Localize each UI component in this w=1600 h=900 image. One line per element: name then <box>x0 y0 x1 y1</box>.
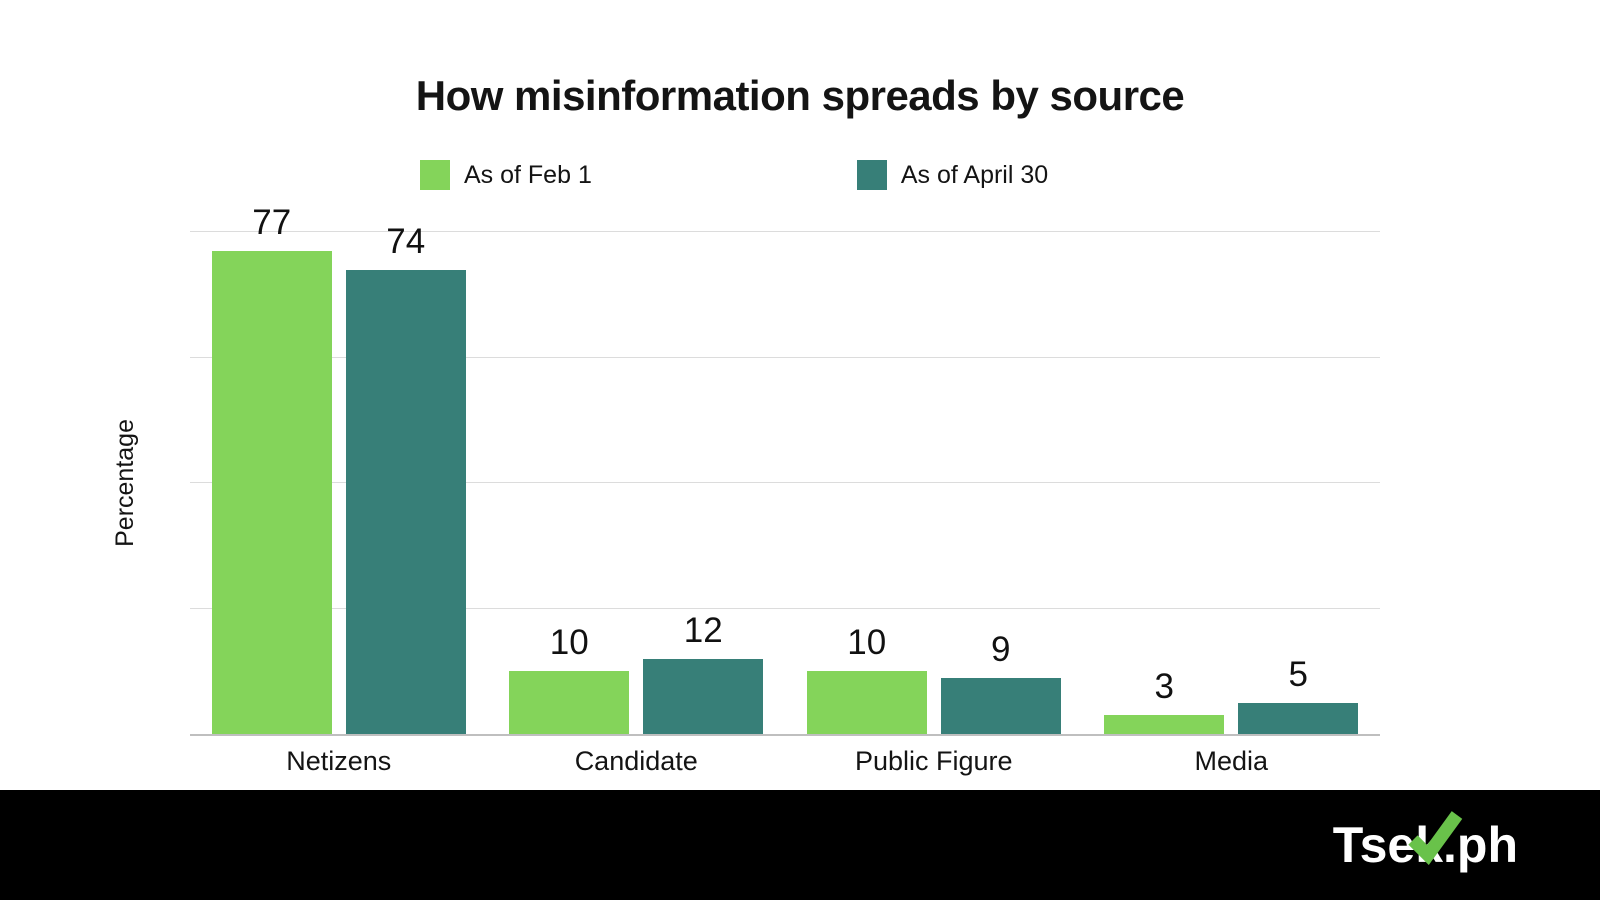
logo-k: k <box>1408 811 1463 874</box>
bar: 5 <box>1238 655 1359 734</box>
bar-group-public-figure: 10 9 <box>785 232 1083 734</box>
x-axis-label: Media <box>1194 746 1269 776</box>
bar-value-label: 12 <box>683 610 723 650</box>
legend: As of Feb 1 As of April 30 <box>420 160 1048 190</box>
x-axis-label: Public Figure <box>854 746 1013 776</box>
bar-value-label: 3 <box>1154 667 1174 707</box>
bar-value-label: 10 <box>549 623 589 663</box>
y-axis-title-wrap: Percentage <box>100 232 150 734</box>
bar-value-label: 5 <box>1288 654 1308 694</box>
gridline <box>190 356 1380 358</box>
legend-label-feb1: As of Feb 1 <box>464 160 592 189</box>
bar-value-label: 10 <box>847 623 887 663</box>
chart-title: How misinformation spreads by source <box>415 72 1185 119</box>
legend-item-feb1: As of Feb 1 <box>420 160 592 190</box>
bar-value-label: 9 <box>991 629 1011 669</box>
logo-text-prefix: Tse <box>1332 817 1416 873</box>
tsek-ph-logo: Tse k .ph <box>1332 811 1518 874</box>
bar-value-label: 77 <box>252 202 292 242</box>
x-axis-label: Candidate <box>574 746 698 776</box>
gridline <box>190 231 1380 232</box>
bar: 3 <box>1104 667 1225 734</box>
bar: 12 <box>643 611 764 734</box>
bar: 77 <box>211 203 332 734</box>
legend-item-april30: As of April 30 <box>856 160 1049 190</box>
legend-label-april30: As of April 30 <box>900 160 1049 189</box>
gridline <box>190 482 1380 483</box>
x-axis-labels: Netizens Candidate Public Figure Media <box>190 746 1380 777</box>
y-axis-title: Percentage <box>110 419 139 547</box>
bar: 10 <box>509 623 630 734</box>
legend-swatch-green-icon <box>420 160 450 190</box>
bar-group-candidate: 10 12 <box>488 232 786 734</box>
plot-area: 77 74 10 12 10 9 3 5 <box>190 203 1381 736</box>
check-icon <box>1408 811 1463 865</box>
bar-value-label: 74 <box>386 221 426 261</box>
bar-group-netizens: 77 74 <box>190 203 488 734</box>
x-axis-label: Netizens <box>286 746 392 776</box>
footer-bar: Tse k .ph <box>0 790 1600 900</box>
legend-swatch-teal-icon <box>856 160 887 190</box>
bar: 9 <box>940 630 1061 734</box>
bar: 74 <box>345 222 466 734</box>
bar: 10 <box>806 623 927 734</box>
gridline <box>190 607 1380 609</box>
